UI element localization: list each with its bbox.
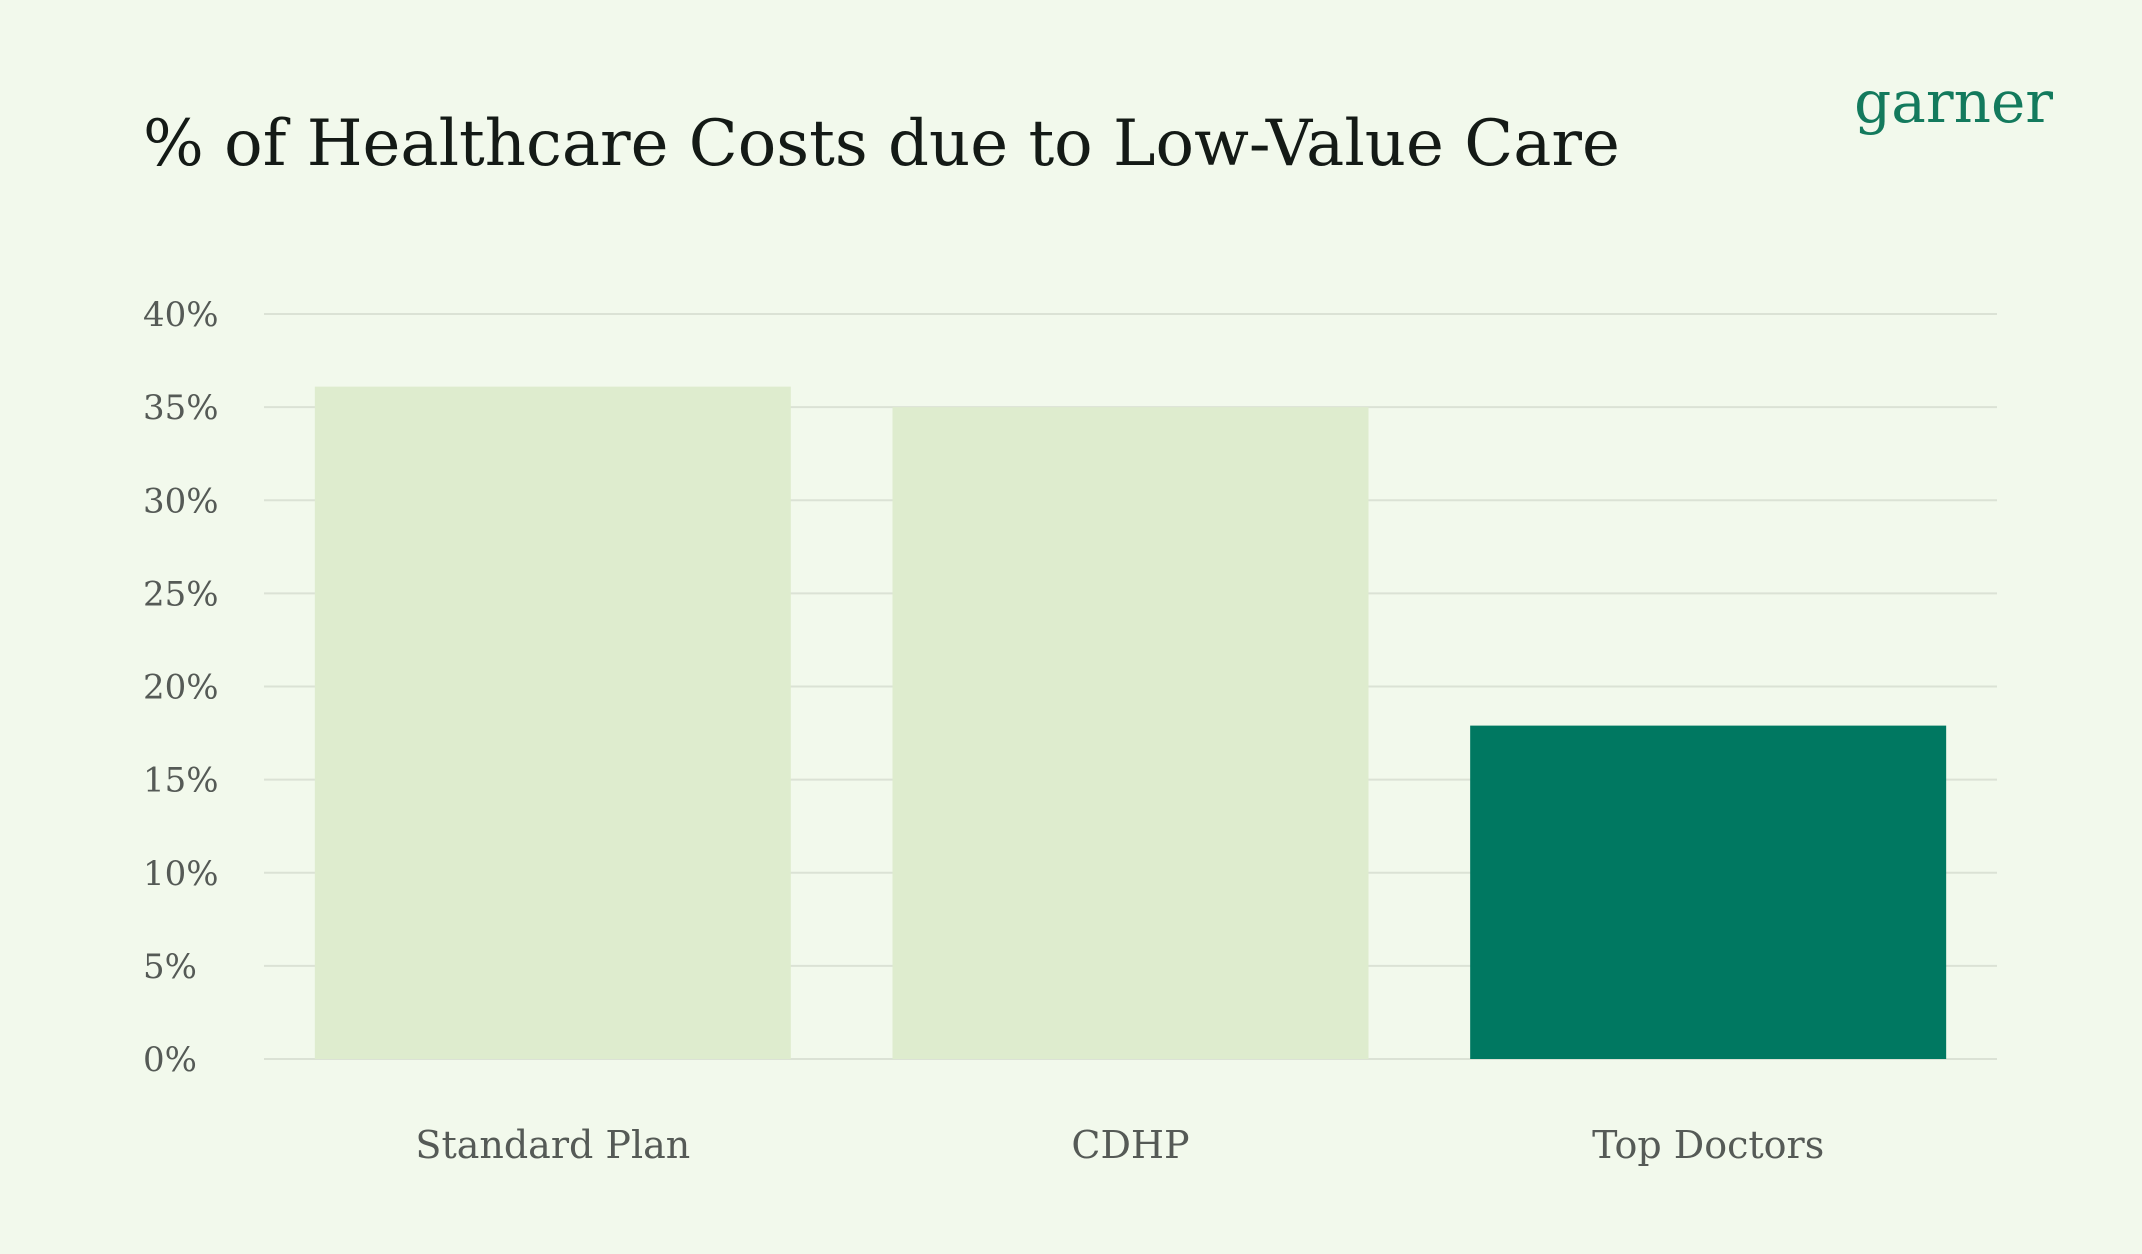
x-category-label: CDHP	[1071, 1123, 1189, 1167]
garner-logo: garner	[1854, 68, 2053, 136]
x-axis-labels: Standard Plan CDHP Top Doctors	[415, 1123, 1824, 1167]
y-tick-label: 0%	[143, 1040, 197, 1080]
chart-title: % of Healthcare Costs due to Low-Value C…	[143, 107, 1620, 181]
x-category-label: Top Doctors	[1592, 1123, 1824, 1167]
y-tick-label: 40%	[143, 295, 219, 335]
bar-standard-plan	[314, 386, 791, 1059]
bars	[314, 386, 1947, 1059]
y-axis-ticks: 0% 5% 10% 15% 20% 25% 30% 35% 40%	[143, 295, 219, 1080]
y-tick-label: 5%	[143, 947, 197, 987]
y-tick-label: 15%	[143, 761, 219, 801]
y-tick-label: 25%	[143, 574, 219, 614]
y-tick-label: 10%	[143, 854, 219, 894]
bar-cdhp	[892, 407, 1369, 1059]
y-tick-label: 35%	[143, 388, 219, 428]
y-tick-label: 30%	[143, 481, 219, 521]
bar-top-doctors	[1470, 725, 1947, 1059]
y-tick-label: 20%	[143, 668, 219, 708]
x-category-label: Standard Plan	[415, 1123, 690, 1167]
